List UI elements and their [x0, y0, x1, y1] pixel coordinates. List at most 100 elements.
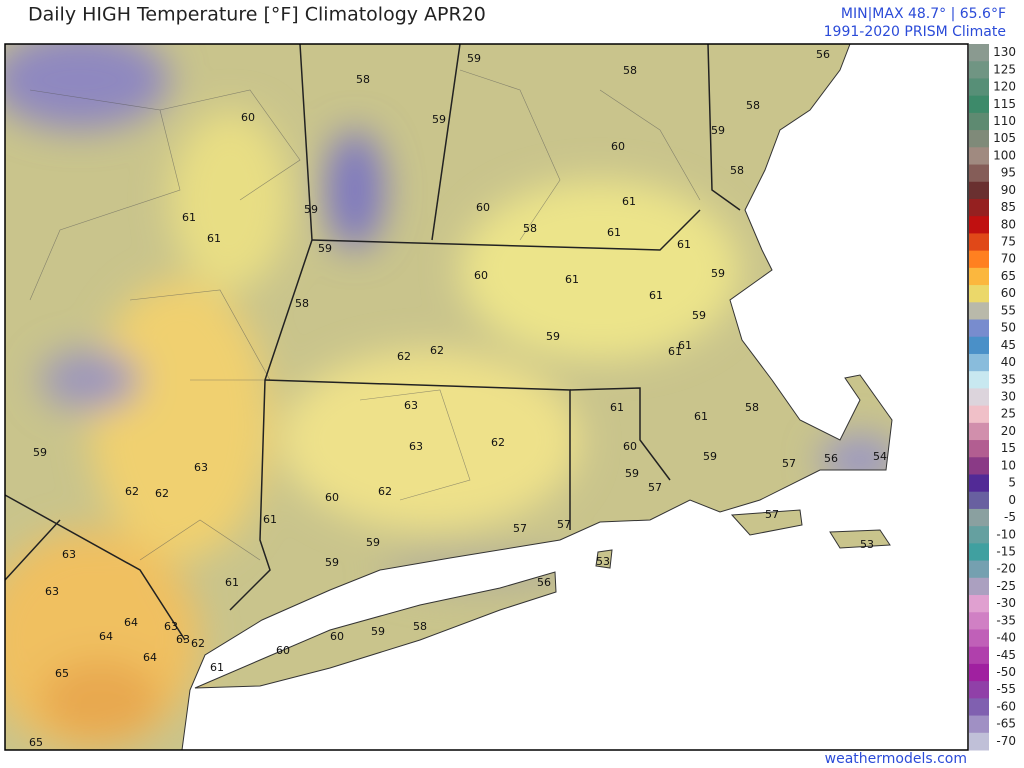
colorbar-swatch — [969, 560, 989, 579]
station-value: 53 — [596, 555, 610, 568]
footer: weathermodels.com — [825, 751, 967, 767]
colorbar-label: 60 — [1001, 286, 1016, 300]
station-value: 59 — [711, 267, 725, 280]
station-value: 61 — [565, 273, 579, 286]
colorbar-label: 20 — [1001, 424, 1016, 438]
colorbar-swatch — [969, 388, 989, 407]
station-value: 63 — [409, 440, 423, 453]
colorbar-swatch — [969, 164, 989, 183]
station-value: 61 — [622, 195, 636, 208]
station-value: 60 — [276, 644, 290, 657]
title: Daily HIGH Temperature [°F] Climatology … — [28, 4, 486, 26]
colorbar-swatch — [969, 319, 989, 338]
colorbar-label: -35 — [996, 613, 1016, 627]
colorbar-label: 130 — [993, 45, 1016, 59]
station-value: 63 — [45, 585, 59, 598]
colorbar-label: 105 — [993, 131, 1016, 145]
station-value: 61 — [694, 410, 708, 423]
station-value: 65 — [29, 736, 43, 749]
colorbar-swatch — [969, 250, 989, 269]
colorbar-label: -10 — [996, 527, 1016, 541]
colorbar-swatch — [969, 715, 989, 734]
station-value: 58 — [745, 401, 759, 414]
station-value: 63 — [62, 548, 76, 561]
colorbar-label: -45 — [996, 648, 1016, 662]
colorbar-label: 65 — [1001, 269, 1016, 283]
station-value: 57 — [782, 457, 796, 470]
colorbar-label: 0 — [1008, 493, 1016, 507]
colorbar-swatch — [969, 595, 989, 613]
colorbar-swatch — [969, 457, 989, 475]
station-value: 61 — [678, 339, 692, 352]
colorbar-label: 50 — [1001, 321, 1016, 335]
station-value: 56 — [816, 48, 830, 61]
colorbar-swatch — [969, 681, 989, 699]
colorbar-swatch — [969, 44, 989, 62]
station-value: 60 — [611, 140, 625, 153]
colorbar-label: -5 — [1004, 510, 1016, 524]
station-value: 59 — [33, 446, 47, 459]
station-value: 58 — [623, 64, 637, 77]
station-value: 60 — [474, 269, 488, 282]
colorbar-label: 55 — [1001, 303, 1016, 317]
colorbar: 1301251201151101051009590858075706560555… — [969, 44, 1016, 751]
station-value: 61 — [607, 226, 621, 239]
station-value: 61 — [225, 576, 239, 589]
colorbar-label: 30 — [1001, 390, 1016, 404]
colorbar-label: 45 — [1001, 338, 1016, 352]
station-value: 59 — [703, 450, 717, 463]
station-value: 57 — [765, 508, 779, 521]
colorbar-swatch — [969, 336, 989, 355]
station-value: 61 — [263, 513, 277, 526]
colorbar-swatch — [969, 612, 989, 630]
colorbar-label: 125 — [993, 62, 1016, 76]
station-value: 61 — [677, 238, 691, 251]
colorbar-label: -70 — [996, 734, 1016, 748]
colorbar-swatch — [969, 663, 989, 682]
colorbar-swatch — [969, 577, 989, 596]
colorbar-label: 90 — [1001, 183, 1016, 197]
station-value: 61 — [649, 289, 663, 302]
colorbar-label: 85 — [1001, 200, 1016, 214]
station-value: 58 — [295, 297, 309, 310]
colorbar-swatch — [969, 732, 989, 751]
colorbar-swatch — [969, 267, 989, 286]
colorbar-swatch — [969, 405, 989, 424]
colorbar-label: 115 — [993, 97, 1016, 111]
station-value: 61 — [210, 661, 224, 674]
station-value: 59 — [325, 556, 339, 569]
station-value: 58 — [413, 620, 427, 633]
station-value: 58 — [523, 222, 537, 235]
station-value: 63 — [404, 399, 418, 412]
colorbar-label: 110 — [993, 114, 1016, 128]
colorbar-label: -30 — [996, 596, 1016, 610]
station-value: 63 — [164, 620, 178, 633]
station-value: 59 — [692, 309, 706, 322]
station-value: 57 — [513, 522, 527, 535]
county-lines — [29, 69, 701, 561]
station-value: 62 — [125, 485, 139, 498]
colorbar-label: 75 — [1001, 235, 1016, 249]
colorbar-swatch — [969, 78, 989, 97]
colorbar-label: -15 — [996, 544, 1016, 558]
colorbar-swatch — [969, 285, 989, 303]
station-value: 57 — [557, 518, 571, 531]
station-value: 58 — [356, 73, 370, 86]
colorbar-label: -65 — [996, 717, 1016, 731]
colorbar-swatch — [969, 233, 989, 252]
station-value: 59 — [625, 467, 639, 480]
colorbar-label: -20 — [996, 562, 1016, 576]
station-value: 62 — [378, 485, 392, 498]
station-value: 54 — [873, 450, 887, 463]
station-value: 56 — [824, 452, 838, 465]
station-value: 59 — [711, 124, 725, 137]
colorbar-swatch — [969, 198, 989, 217]
station-value: 62 — [430, 344, 444, 357]
colorbar-swatch — [969, 508, 989, 527]
station-value: 59 — [371, 625, 385, 638]
station-value: 53 — [860, 538, 874, 551]
colorbar-swatch — [969, 61, 989, 79]
colorbar-swatch — [969, 216, 989, 234]
station-value: 64 — [99, 630, 113, 643]
